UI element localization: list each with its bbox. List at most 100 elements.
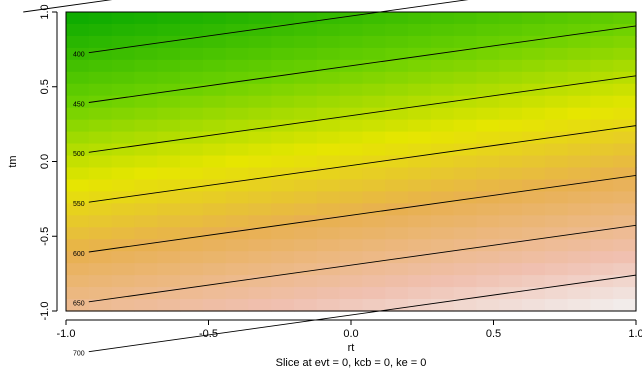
heatmap-cell (499, 263, 523, 276)
heatmap-cell (453, 203, 477, 216)
heatmap-cell (544, 119, 569, 133)
heatmap-cell (385, 179, 409, 192)
heatmap-cell (567, 287, 591, 300)
heatmap-cell (590, 215, 614, 228)
heatmap-cell (453, 95, 477, 109)
heatmap-cell (613, 215, 637, 228)
heatmap-cell (408, 203, 432, 216)
heatmap-cell (385, 143, 409, 157)
heatmap-cell (271, 83, 295, 97)
heatmap-cell (430, 59, 455, 73)
heatmap-cell (134, 35, 158, 49)
heatmap-cell (202, 239, 227, 252)
heatmap-cell (408, 239, 432, 252)
heatmap-cell (590, 83, 614, 97)
y-tick-label: 0.0 (39, 154, 51, 169)
heatmap-cell (202, 12, 227, 25)
heatmap-cell (202, 155, 227, 169)
heatmap-cell (476, 131, 500, 145)
heatmap-cell (88, 155, 113, 169)
heatmap-cell (499, 215, 523, 228)
heatmap-cell (316, 155, 341, 169)
heatmap-cell (590, 155, 614, 169)
heatmap-cell (430, 227, 455, 240)
heatmap-cell (180, 251, 204, 264)
heatmap-cell (385, 203, 409, 216)
heatmap-cell (544, 47, 569, 61)
heatmap-cell (202, 299, 227, 312)
heatmap-cell (544, 275, 569, 288)
heatmap-cell (385, 191, 409, 204)
heatmap-cell (88, 107, 113, 121)
heatmap-cell (362, 23, 386, 37)
heatmap-cell (157, 107, 181, 121)
heatmap-cell (613, 95, 637, 109)
heatmap-cell (66, 119, 90, 133)
heatmap-cell (453, 299, 477, 312)
heatmap-cell (476, 275, 500, 288)
heatmap-cell (522, 239, 546, 252)
heatmap-cell (271, 12, 295, 25)
heatmap-cell (225, 263, 249, 276)
heatmap-cell (567, 59, 591, 73)
heatmap-cell (362, 203, 386, 216)
heatmap-cell (202, 95, 227, 109)
heatmap-cell (430, 131, 455, 145)
heatmap-cell (294, 59, 318, 73)
heatmap-cell (271, 287, 295, 300)
heatmap-cell (180, 167, 204, 181)
heatmap-cell (385, 263, 409, 276)
heatmap-cell (134, 119, 158, 133)
heatmap-cell (271, 203, 295, 216)
heatmap-cell (339, 167, 363, 181)
heatmap-cell (544, 71, 569, 85)
heatmap-cell (248, 131, 272, 145)
heatmap-cell (408, 83, 432, 97)
heatmap-cell (499, 167, 523, 181)
heatmap-cell (180, 179, 204, 192)
heatmap-cell (134, 131, 158, 145)
heatmap-cell (476, 215, 500, 228)
heatmap-cell (316, 23, 341, 37)
heatmap-cell (157, 251, 181, 264)
heatmap-cell (453, 287, 477, 300)
heatmap-cell (180, 215, 204, 228)
heatmap-cell (613, 23, 637, 37)
contour-line-400 (88, 0, 469, 54)
heatmap-cell (499, 12, 523, 25)
heatmap-cell (613, 119, 637, 133)
heatmap-cell (66, 107, 90, 121)
heatmap-cell (180, 203, 204, 216)
heatmap-cell (134, 107, 158, 121)
heatmap-cell (111, 107, 135, 121)
heatmap-cell (134, 275, 158, 288)
heatmap-cell (362, 83, 386, 97)
heatmap-cell (430, 35, 455, 49)
heatmap-cell (499, 47, 523, 61)
heatmap-cell (111, 203, 135, 216)
heatmap-cell (408, 23, 432, 37)
heatmap-cell (316, 12, 341, 25)
heatmap-cell (476, 35, 500, 49)
heatmap-cell (111, 167, 135, 181)
heatmap-cell (590, 35, 614, 49)
heatmap-cell (316, 71, 341, 85)
heatmap-cell (202, 227, 227, 240)
heatmap-cell (316, 83, 341, 97)
heatmap-cell (294, 167, 318, 181)
heatmap-cell (408, 179, 432, 192)
heatmap-cell (111, 299, 135, 312)
heatmap-cell (522, 71, 546, 85)
heatmap-cell (476, 191, 500, 204)
heatmap-cell (408, 263, 432, 276)
heatmap-cell (157, 59, 181, 73)
heatmap-cell (476, 167, 500, 181)
heatmap-cell (499, 179, 523, 192)
heatmap-cell (590, 143, 614, 157)
heatmap-cell (544, 143, 569, 157)
heatmap-cell (567, 119, 591, 133)
heatmap-cell (294, 47, 318, 61)
heatmap-cell (225, 203, 249, 216)
heatmap-cell (202, 263, 227, 276)
heatmap-cell (590, 179, 614, 192)
